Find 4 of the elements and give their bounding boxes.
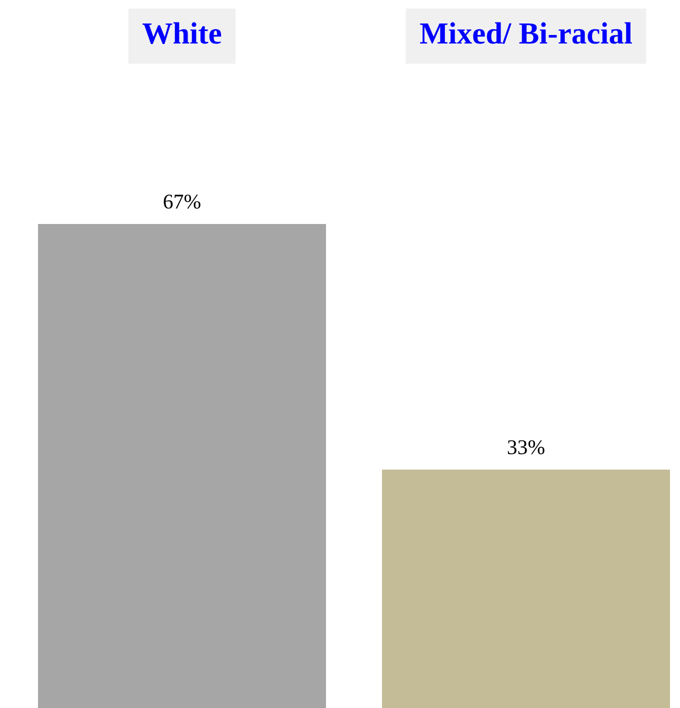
data-label: 33% [508, 440, 544, 454]
data-label: 67% [164, 194, 200, 209]
x-tick-label: Mixed/ Bi-racial [420, 22, 632, 44]
x-tick-label: White [142, 22, 222, 44]
